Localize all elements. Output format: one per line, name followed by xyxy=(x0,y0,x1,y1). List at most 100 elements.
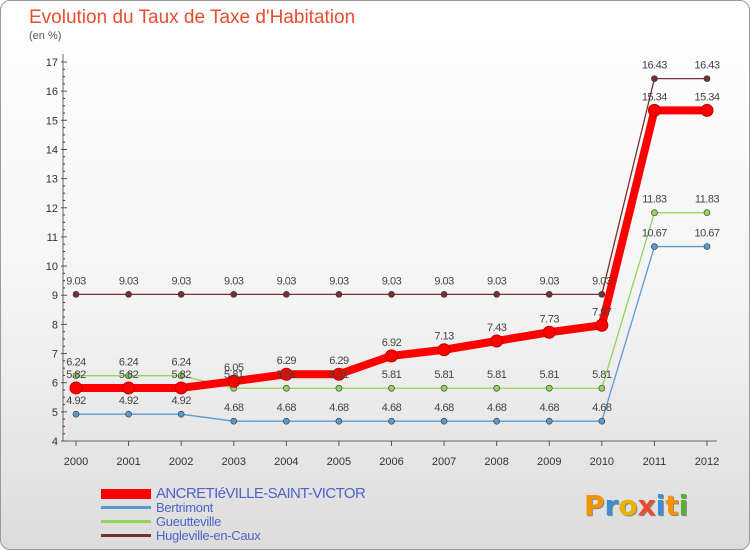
data-point xyxy=(440,291,448,298)
data-label: 4.68 xyxy=(540,402,560,414)
logo-letter: r xyxy=(604,489,619,522)
data-point xyxy=(545,384,553,392)
data-label: 6.92 xyxy=(382,337,402,349)
data-point xyxy=(279,367,293,381)
data-label: 7.13 xyxy=(434,331,454,343)
data-label: 9.03 xyxy=(382,275,402,287)
logo-letter: P xyxy=(584,489,605,522)
data-point xyxy=(125,410,132,418)
data-label: 6.05 xyxy=(224,362,244,374)
logo-letter: t xyxy=(665,489,679,522)
data-label: 6.29 xyxy=(277,355,297,367)
data-label: 9.03 xyxy=(434,275,454,287)
data-point xyxy=(388,291,395,298)
data-label: 15.34 xyxy=(694,91,719,103)
data-label: 6.29 xyxy=(329,355,349,367)
data-label: 9.03 xyxy=(487,275,507,287)
data-label: 15.34 xyxy=(642,91,667,103)
data-label: 4.68 xyxy=(382,402,402,414)
data-point xyxy=(703,243,711,250)
data-point xyxy=(122,381,136,395)
data-point xyxy=(125,291,132,298)
data-point xyxy=(647,103,661,117)
data-point xyxy=(703,209,711,217)
x-tick-label: 2012 xyxy=(695,456,719,468)
y-tick-label: 14 xyxy=(46,144,58,156)
data-point xyxy=(335,291,343,298)
data-label: 9.03 xyxy=(224,275,244,287)
legend-label: Hugleville-en-Caux xyxy=(156,528,261,543)
data-label: 9.03 xyxy=(277,275,297,287)
data-point xyxy=(388,384,395,392)
y-tick-label: 8 xyxy=(52,319,58,331)
legend-label: Gueutteville xyxy=(156,514,222,529)
data-point xyxy=(177,291,185,298)
data-label: 9.03 xyxy=(592,275,612,287)
x-tick-label: 2008 xyxy=(484,456,508,468)
y-tick-label: 15 xyxy=(46,115,58,127)
data-label: 10.67 xyxy=(694,228,719,240)
data-point xyxy=(230,417,238,425)
data-label: 6.24 xyxy=(66,357,86,369)
data-label: 5.82 xyxy=(66,369,86,381)
data-label: 4.68 xyxy=(329,402,349,414)
data-label: 9.03 xyxy=(171,275,191,287)
data-point xyxy=(283,417,290,425)
legend-swatch xyxy=(101,520,151,523)
x-tick-label: 2004 xyxy=(274,456,298,468)
x-tick-label: 2009 xyxy=(537,456,561,468)
logo-letter: i xyxy=(655,489,666,522)
data-point xyxy=(440,384,448,392)
data-label: 5.81 xyxy=(329,369,349,381)
data-label: 10.67 xyxy=(642,228,667,240)
data-label: 7.43 xyxy=(487,322,507,334)
x-tick-label: 2007 xyxy=(432,456,456,468)
data-label: 4.68 xyxy=(487,402,507,414)
data-label: 6.24 xyxy=(171,357,191,369)
y-tick-label: 12 xyxy=(46,203,58,215)
data-point xyxy=(493,384,500,392)
data-point xyxy=(437,343,451,357)
data-point xyxy=(651,243,658,250)
data-label: 11.83 xyxy=(642,194,667,206)
data-point xyxy=(490,334,504,348)
data-point xyxy=(388,417,395,425)
data-label: 5.81 xyxy=(382,369,402,381)
y-tick-label: 4 xyxy=(52,436,58,448)
legend-label: ANCRETIéVILLE-SAINT-VICTOR xyxy=(156,485,366,502)
data-point xyxy=(72,291,80,298)
data-point xyxy=(545,291,553,298)
data-label: 4.92 xyxy=(66,395,86,407)
data-point xyxy=(332,367,346,381)
data-label: 5.81 xyxy=(487,369,507,381)
data-label: 4.68 xyxy=(592,402,612,414)
data-label: 6.24 xyxy=(119,357,139,369)
data-label: 9.03 xyxy=(540,275,560,287)
legend-swatch xyxy=(101,534,151,537)
x-tick-label: 2005 xyxy=(327,456,351,468)
data-label: 9.03 xyxy=(119,275,139,287)
y-tick-label: 11 xyxy=(47,232,58,244)
logo-letter: o xyxy=(618,489,638,522)
data-label: 4.92 xyxy=(119,395,139,407)
legend-label: Bertrimont xyxy=(156,500,213,515)
data-point xyxy=(493,417,500,425)
series-line xyxy=(75,77,708,296)
y-tick-label: 17 xyxy=(46,57,58,69)
y-tick-label: 7 xyxy=(52,349,58,361)
proxiti-logo: Proxiti xyxy=(584,489,688,522)
data-point xyxy=(542,325,556,339)
data-point xyxy=(177,372,185,379)
data-label: 4.92 xyxy=(171,395,191,407)
x-tick-label: 2002 xyxy=(169,456,193,468)
data-point xyxy=(595,318,609,332)
data-point xyxy=(125,372,132,379)
y-tick-label: 13 xyxy=(46,174,58,186)
data-point xyxy=(545,417,553,425)
y-tick-label: 10 xyxy=(46,261,58,273)
logo-letter: x xyxy=(637,489,656,522)
x-tick-label: 2006 xyxy=(379,456,403,468)
data-point xyxy=(598,417,606,425)
y-tick-label: 9 xyxy=(52,290,58,302)
